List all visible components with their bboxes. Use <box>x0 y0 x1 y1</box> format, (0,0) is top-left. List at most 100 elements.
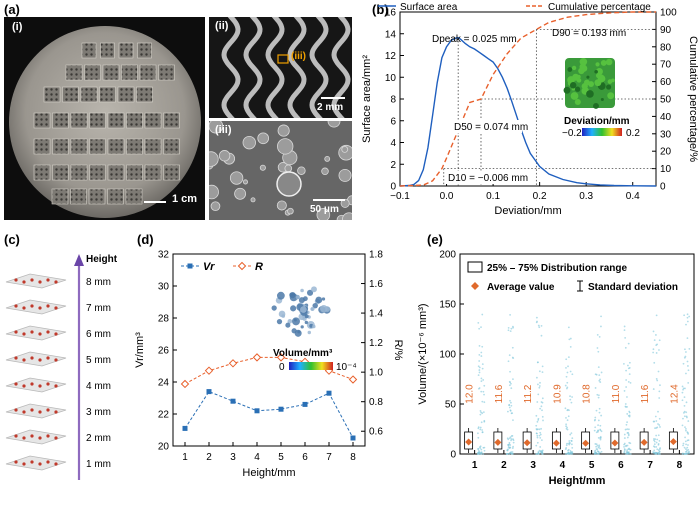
scatter-point <box>565 358 568 361</box>
scatter-point <box>540 334 543 337</box>
scatter-point <box>626 451 628 453</box>
scatter-point <box>656 379 659 382</box>
scatter-point <box>655 420 658 422</box>
scatter-point <box>685 448 687 450</box>
scatter-point <box>600 371 603 374</box>
scatter-point <box>596 444 599 447</box>
y-tick-label: 200 <box>439 250 456 261</box>
lattice-sample <box>163 138 180 155</box>
scatter-point <box>535 444 538 447</box>
scatter-point <box>566 381 569 384</box>
scatter-point <box>480 452 483 455</box>
lattice-sample <box>163 112 180 129</box>
pore-blob <box>304 320 308 325</box>
scatter-point <box>627 434 630 437</box>
vr-r-chart: 1 2 3 4 5 6 7 8 20 22 24 26 28 30 32 0.6 0.8 1.0 1.2 1.4 1.6… <box>134 250 404 480</box>
slab-surface <box>5 377 67 393</box>
height-label: 3 mm <box>86 407 111 418</box>
powder-particle <box>341 146 349 153</box>
scatter-point <box>535 424 538 427</box>
scatter-point <box>594 449 597 452</box>
scatter-point <box>596 393 599 396</box>
lattice-sample <box>70 138 88 155</box>
layer-slab <box>5 351 67 367</box>
scatter-point <box>598 407 601 410</box>
scatter-point <box>511 346 514 349</box>
scatter-point <box>655 378 658 380</box>
scatter-point <box>629 442 632 445</box>
pore-marker <box>22 462 26 466</box>
scatter-point <box>566 386 569 389</box>
gyroid-blob <box>586 75 590 79</box>
scatter-point <box>598 379 601 382</box>
scatter-point <box>655 446 658 448</box>
y-tick-label: 24 <box>158 378 170 389</box>
powder-particle <box>297 166 306 175</box>
scatter-point <box>536 434 539 437</box>
scatter-point <box>480 390 483 393</box>
scatter-point <box>686 446 689 449</box>
scatter-point <box>627 380 630 383</box>
scatter-point <box>483 384 486 387</box>
pore-marker <box>38 358 42 362</box>
scatter-point <box>593 452 596 455</box>
scatter-point <box>565 447 568 449</box>
annotation-d90: D90 = 0.193 mm <box>552 28 626 39</box>
lattice-sample <box>163 164 180 181</box>
scatter-point <box>594 387 597 389</box>
lattice-sample <box>84 64 101 81</box>
lattice-sample <box>117 86 135 103</box>
scatter-point <box>652 388 655 390</box>
scatter-point <box>597 419 600 422</box>
scale-label-i: 1 cm <box>172 193 198 205</box>
lattice-sample <box>121 64 138 81</box>
scatter-point <box>684 387 686 390</box>
vr-point <box>182 425 188 431</box>
y2-tick-label: 70 <box>660 60 672 71</box>
scatter-point <box>565 425 567 428</box>
pore-marker <box>54 384 58 388</box>
scatter-point <box>536 428 539 430</box>
legend-cumulative: Cumulative percentage <box>548 2 651 13</box>
y2-tick-label: 60 <box>660 77 672 88</box>
scatter-point <box>595 443 598 446</box>
colorbar <box>582 128 622 136</box>
scatter-point <box>623 325 626 328</box>
scatter-point <box>564 407 567 410</box>
scatter-point <box>569 345 572 348</box>
scatter-point <box>477 387 480 390</box>
scatter-point <box>627 342 630 345</box>
pore-marker <box>14 330 18 334</box>
scatter-point <box>684 440 687 443</box>
scatter-point <box>540 401 543 403</box>
gyroid-blob <box>571 65 577 71</box>
scatter-point <box>540 324 543 327</box>
pore-blob <box>321 297 326 301</box>
pore-marker <box>46 434 50 438</box>
scatter-point <box>599 424 602 427</box>
powder-particle <box>242 179 249 185</box>
colorbar-max: 0.2 <box>626 128 640 139</box>
x-tick-label: 4 <box>560 460 566 471</box>
gyroid-blob <box>579 57 588 66</box>
scatter-point <box>480 411 482 414</box>
scatter-point <box>536 436 539 439</box>
scatter-point <box>626 449 628 452</box>
legend-vr-marker <box>187 263 193 269</box>
height-label: 7 mm <box>86 303 111 314</box>
colorbar <box>289 362 333 370</box>
pore-marker <box>38 462 42 466</box>
powder-particle <box>321 167 329 176</box>
x-tick-label: 0.3 <box>579 191 593 202</box>
scatter-point <box>536 401 539 403</box>
x-tick-label: 8 <box>350 452 356 463</box>
scatter-point <box>688 450 690 453</box>
scatter-point <box>477 436 480 439</box>
gyroid-blob <box>567 67 573 72</box>
x-tick-label: 2 <box>501 460 507 471</box>
y-tick-label: 28 <box>158 314 170 325</box>
scatter-point <box>535 453 538 455</box>
layer-slab <box>5 377 67 393</box>
scatter-point <box>683 314 686 317</box>
height-label: 6 mm <box>86 329 111 340</box>
